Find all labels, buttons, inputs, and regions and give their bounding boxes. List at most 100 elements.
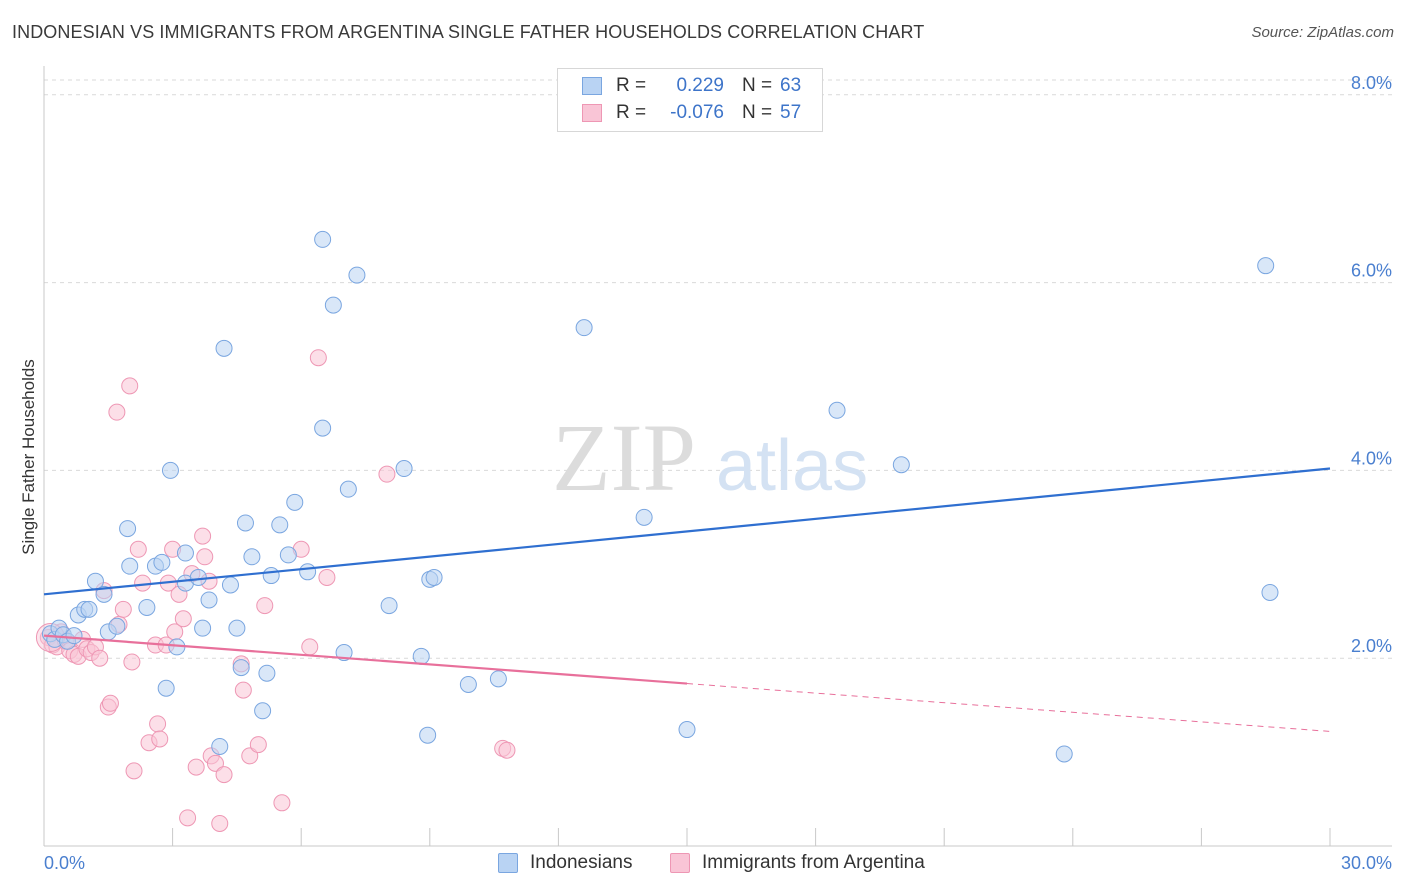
indonesian-point (678, 721, 696, 739)
argentina-point (108, 403, 126, 421)
argentina-point (273, 794, 291, 812)
indonesian-point (121, 557, 139, 575)
indonesian-point (339, 480, 357, 498)
legend-r-value: 0.229 (676, 75, 724, 96)
indonesian-point (279, 546, 297, 564)
argentina-point (121, 377, 139, 395)
legend-r-value: -0.076 (670, 102, 724, 123)
argentina-point (215, 766, 233, 784)
argentina-point (318, 568, 336, 586)
indonesian-point (314, 230, 332, 248)
watermark: ZIP atlas (552, 404, 868, 511)
indonesian-point (211, 737, 229, 755)
legend-r-label: R = (616, 102, 647, 123)
indonesian-point (419, 726, 437, 744)
argentina-point (241, 747, 259, 765)
correlation-legend: R = 0.229 N = 63 R = -0.076 N = 57 (557, 68, 823, 132)
argentina-point (114, 600, 132, 618)
indonesian-point (221, 576, 239, 594)
indonesian-point (412, 647, 430, 665)
indonesian-point (425, 568, 443, 586)
legend-row-indonesians: R = 0.229 N = 63 (582, 74, 801, 98)
indonesian-point (189, 568, 207, 586)
indonesian-point (635, 508, 653, 526)
bottom-legend-indonesians: Indonesians (498, 852, 632, 874)
argentina-point (101, 694, 119, 712)
x-tick-label: 30.0% (1341, 853, 1392, 873)
indonesian-point (194, 619, 212, 637)
bottom-legend-swatch-blue (498, 853, 518, 873)
argentina-point (234, 681, 252, 699)
y-tick-label: 2.0% (1351, 636, 1392, 656)
argentina-point (206, 754, 224, 772)
indonesian-point (108, 617, 126, 635)
indonesian-point (1261, 583, 1279, 601)
y-tick-label: 6.0% (1351, 261, 1392, 281)
indonesian-point (314, 419, 332, 437)
argentina-trend-line-dashed (686, 683, 1331, 732)
legend-n-value: 57 (780, 102, 802, 123)
watermark-zip: ZIP (552, 404, 696, 511)
argentina-point (125, 762, 143, 780)
argentina-point (256, 597, 274, 615)
indonesian-point (200, 591, 218, 609)
indonesian-point (153, 553, 171, 571)
indonesian-point (157, 679, 175, 697)
indonesian-point (892, 456, 910, 474)
indonesian-point (243, 548, 261, 566)
indonesian-point (1257, 257, 1275, 275)
chart-title: INDONESIAN VS IMMIGRANTS FROM ARGENTINA … (12, 22, 925, 42)
bottom-legend-argentina: Immigrants from Argentina (670, 852, 925, 874)
indonesian-point (395, 460, 413, 478)
argentina-point (211, 814, 229, 832)
watermark-atlas: atlas (716, 426, 868, 506)
indonesian-point (335, 644, 353, 662)
argentina-point (129, 540, 147, 558)
indonesians-trend-line (43, 467, 1331, 596)
legend-swatch-blue (582, 77, 602, 95)
argentina-point (194, 527, 212, 545)
source-label: Source: ZipAtlas.com (1251, 24, 1394, 41)
indonesian-point (65, 627, 83, 645)
legend-swatch-pink (582, 104, 602, 122)
argentina-point (149, 715, 167, 733)
y-tick-label: 8.0% (1351, 73, 1392, 93)
legend-n-value: 63 (780, 75, 802, 96)
indonesian-point (119, 520, 137, 538)
indonesian-point (348, 266, 366, 284)
indonesian-point (299, 563, 317, 581)
indonesian-point (161, 461, 179, 479)
legend-row-argentina: R = -0.076 N = 57 (582, 101, 801, 125)
indonesian-point (254, 702, 272, 720)
indonesian-point (258, 664, 276, 682)
argentina-point (196, 548, 214, 566)
indonesian-point (828, 401, 846, 419)
indonesian-point (236, 514, 254, 532)
legend-n-label: N = (742, 102, 773, 123)
argentina-point (123, 653, 141, 671)
bottom-legend-swatch-pink (670, 853, 690, 873)
argentina-point (187, 758, 205, 776)
legend-n-label: N = (742, 75, 773, 96)
y-axis-title: Single Father Households (19, 359, 38, 555)
indonesian-point (215, 339, 233, 357)
argentina-point (174, 610, 192, 628)
y-tick-label: 4.0% (1351, 448, 1392, 468)
series-indonesians-points (41, 230, 1279, 763)
argentina-trend-line (43, 634, 688, 685)
argentina-point (91, 649, 109, 667)
bottom-legend-label: Immigrants from Argentina (702, 852, 925, 873)
argentina-point (301, 638, 319, 656)
trend-lines (43, 467, 1331, 732)
indonesian-point (232, 659, 250, 677)
indonesian-point (1055, 745, 1073, 763)
indonesian-point (262, 567, 280, 585)
indonesian-point (380, 597, 398, 615)
indonesian-point (575, 319, 593, 337)
argentina-point (179, 809, 197, 827)
legend-r-label: R = (616, 75, 647, 96)
indonesian-point (324, 296, 342, 314)
argentina-point (498, 741, 516, 759)
indonesian-point (459, 675, 477, 693)
